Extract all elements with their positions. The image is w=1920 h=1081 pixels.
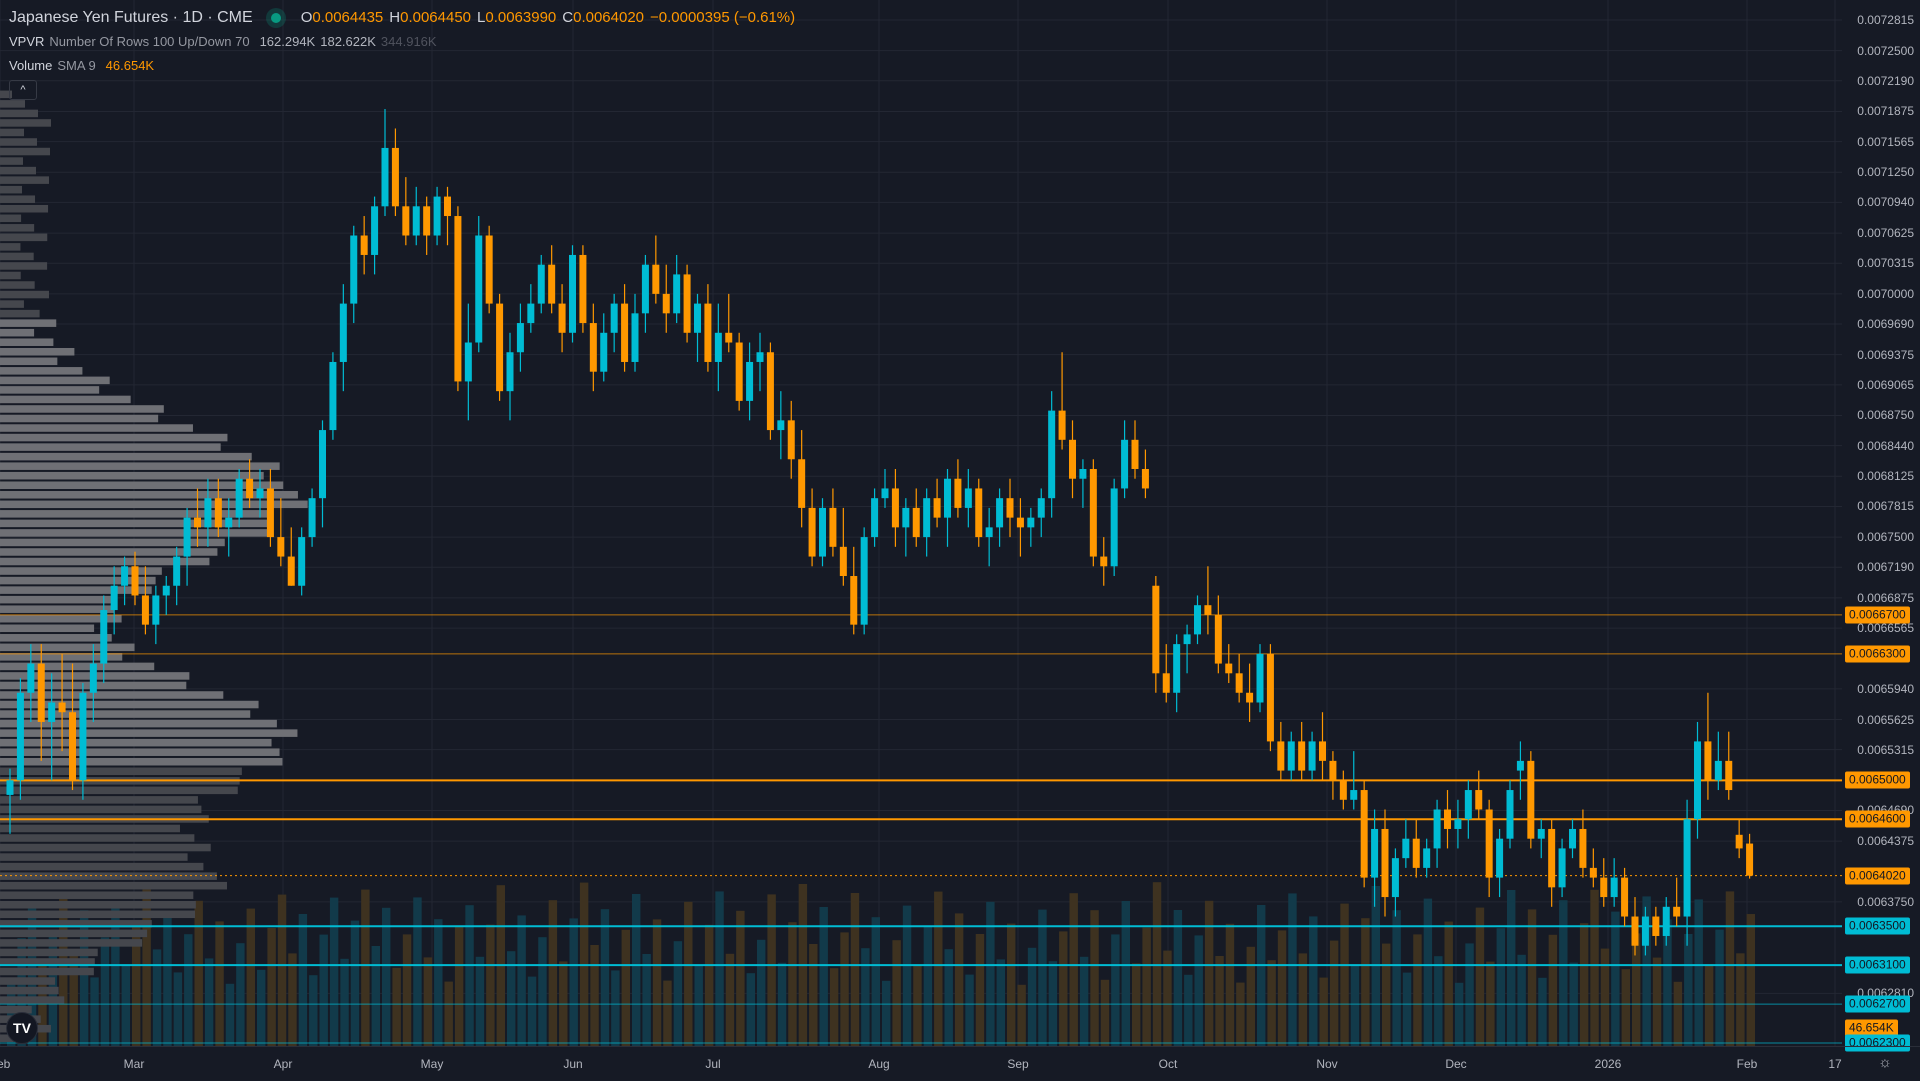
time-label: May — [420, 1057, 444, 1071]
time-label: Aug — [868, 1057, 890, 1071]
time-label: Nov — [1316, 1057, 1338, 1071]
price-label: 0.0069065 — [1857, 377, 1914, 392]
time-axis[interactable]: Feb Mar Apr May Jun Jul Aug Sep Oct Nov Dec 2026 Feb… — [0, 1046, 1920, 1081]
high-value: 0.0064450 — [400, 9, 472, 26]
low-value: 0.0063990 — [485, 9, 557, 26]
price-label: 0.0072500 — [1857, 43, 1914, 58]
time-label: Jun — [563, 1057, 583, 1071]
chart-canvas[interactable] — [0, 0, 1842, 1046]
market-status-dot-icon — [270, 13, 281, 23]
price-label: 0.0068750 — [1857, 408, 1914, 423]
time-label: Dec — [1445, 1057, 1467, 1071]
price-label: 0.0065940 — [1857, 681, 1914, 696]
price-tag: 0.0064020 — [1845, 867, 1910, 885]
vpvr-down-value: 182.622K — [320, 34, 376, 49]
collapse-legend-button[interactable]: ^ — [9, 80, 37, 100]
vpvr-total-value: 344.916K — [380, 34, 437, 49]
vpvr-args: Number Of Rows 100 Up/Down 70 — [49, 34, 250, 49]
vpvr-indicator-row[interactable]: VPVR Number Of Rows 100 Up/Down 70 162.2… — [9, 30, 795, 54]
price-label: 0.0067815 — [1857, 499, 1914, 514]
price-label: 0.0068440 — [1857, 438, 1914, 453]
time-label: 17 — [1828, 1057, 1842, 1071]
grid — [0, 0, 1842, 1046]
time-label: 2026 — [1594, 1057, 1622, 1071]
high-label: H — [389, 9, 401, 26]
time-label: Mar — [123, 1057, 145, 1071]
price-label: 0.0072815 — [1857, 13, 1914, 27]
price-label: 0.0067500 — [1857, 530, 1914, 545]
price-tag: 0.0066300 — [1845, 645, 1910, 663]
symbol-title[interactable]: Japanese Yen Futures · 1D · CME — [9, 9, 253, 26]
price-label: 0.0070315 — [1857, 256, 1914, 271]
volume-sma-value: 46.654K — [105, 58, 155, 73]
settings-gear-icon[interactable]: ☼ — [1878, 1054, 1892, 1071]
volume-bars — [7, 882, 1755, 1046]
price-label: 0.0067190 — [1857, 560, 1914, 575]
volume-name: Volume — [9, 58, 53, 73]
time-label: Feb — [1736, 1057, 1758, 1071]
price-label: 0.0069690 — [1857, 317, 1914, 332]
price-tag: 46.654K — [1845, 1019, 1898, 1037]
price-label: 0.0070000 — [1857, 286, 1914, 301]
price-label: 0.0066565 — [1857, 621, 1914, 636]
close-value: 0.0064020 — [573, 9, 645, 26]
price-tag: 0.0064600 — [1845, 810, 1910, 828]
price-label: 0.0065625 — [1857, 712, 1914, 727]
tradingview-logo-icon[interactable]: TV — [6, 1012, 38, 1044]
symbol-row: Japanese Yen Futures · 1D · CME O 0.00644… — [9, 6, 795, 30]
low-label: L — [477, 9, 486, 26]
change-value: −0.0000395 (−0.61%) — [650, 9, 796, 26]
price-label: 0.0065315 — [1857, 742, 1914, 757]
candles — [6, 109, 1754, 956]
time-label: Sep — [1007, 1057, 1029, 1071]
price-tag: 0.0062700 — [1845, 995, 1910, 1013]
price-label: 0.0066875 — [1857, 590, 1914, 605]
time-label: Jul — [705, 1057, 721, 1071]
price-label: 0.0070940 — [1857, 195, 1914, 210]
time-label: Oct — [1158, 1057, 1178, 1071]
price-label: 0.0071250 — [1857, 165, 1914, 180]
price-label: 0.0069375 — [1857, 347, 1914, 362]
price-label: 0.0064375 — [1857, 834, 1914, 849]
price-tag: 0.0063500 — [1845, 917, 1910, 935]
price-label: 0.0071875 — [1857, 104, 1914, 119]
time-label: Apr — [273, 1057, 293, 1071]
price-label: 0.0070625 — [1857, 226, 1914, 241]
price-tag: 0.0066700 — [1845, 606, 1910, 624]
vpvr-up-value: 162.294K — [259, 34, 316, 49]
price-label: 0.0071565 — [1857, 134, 1914, 149]
vpvr-name: VPVR — [9, 34, 45, 49]
open-value: 0.0064435 — [312, 9, 384, 26]
price-tag: 0.0063100 — [1845, 956, 1910, 974]
horizontal-levels[interactable] — [0, 614, 1842, 1044]
price-label: 0.0068125 — [1857, 469, 1914, 484]
price-label: 0.0063750 — [1857, 894, 1914, 909]
volume-indicator-row[interactable]: Volume SMA 9 46.654K — [9, 54, 795, 78]
price-axis[interactable]: 0.0072815 0.0072500 0.0072190 0.0071875 0.00… — [1842, 0, 1920, 1052]
price-label: 0.0072190 — [1857, 73, 1914, 88]
time-label: Feb — [0, 1057, 11, 1071]
price-tag: 0.0065000 — [1845, 771, 1910, 789]
volume-args: SMA 9 — [57, 58, 96, 73]
close-label: C — [562, 9, 574, 26]
open-label: O — [300, 9, 313, 26]
chart-legend: Japanese Yen Futures · 1D · CME O 0.00644… — [9, 6, 795, 78]
